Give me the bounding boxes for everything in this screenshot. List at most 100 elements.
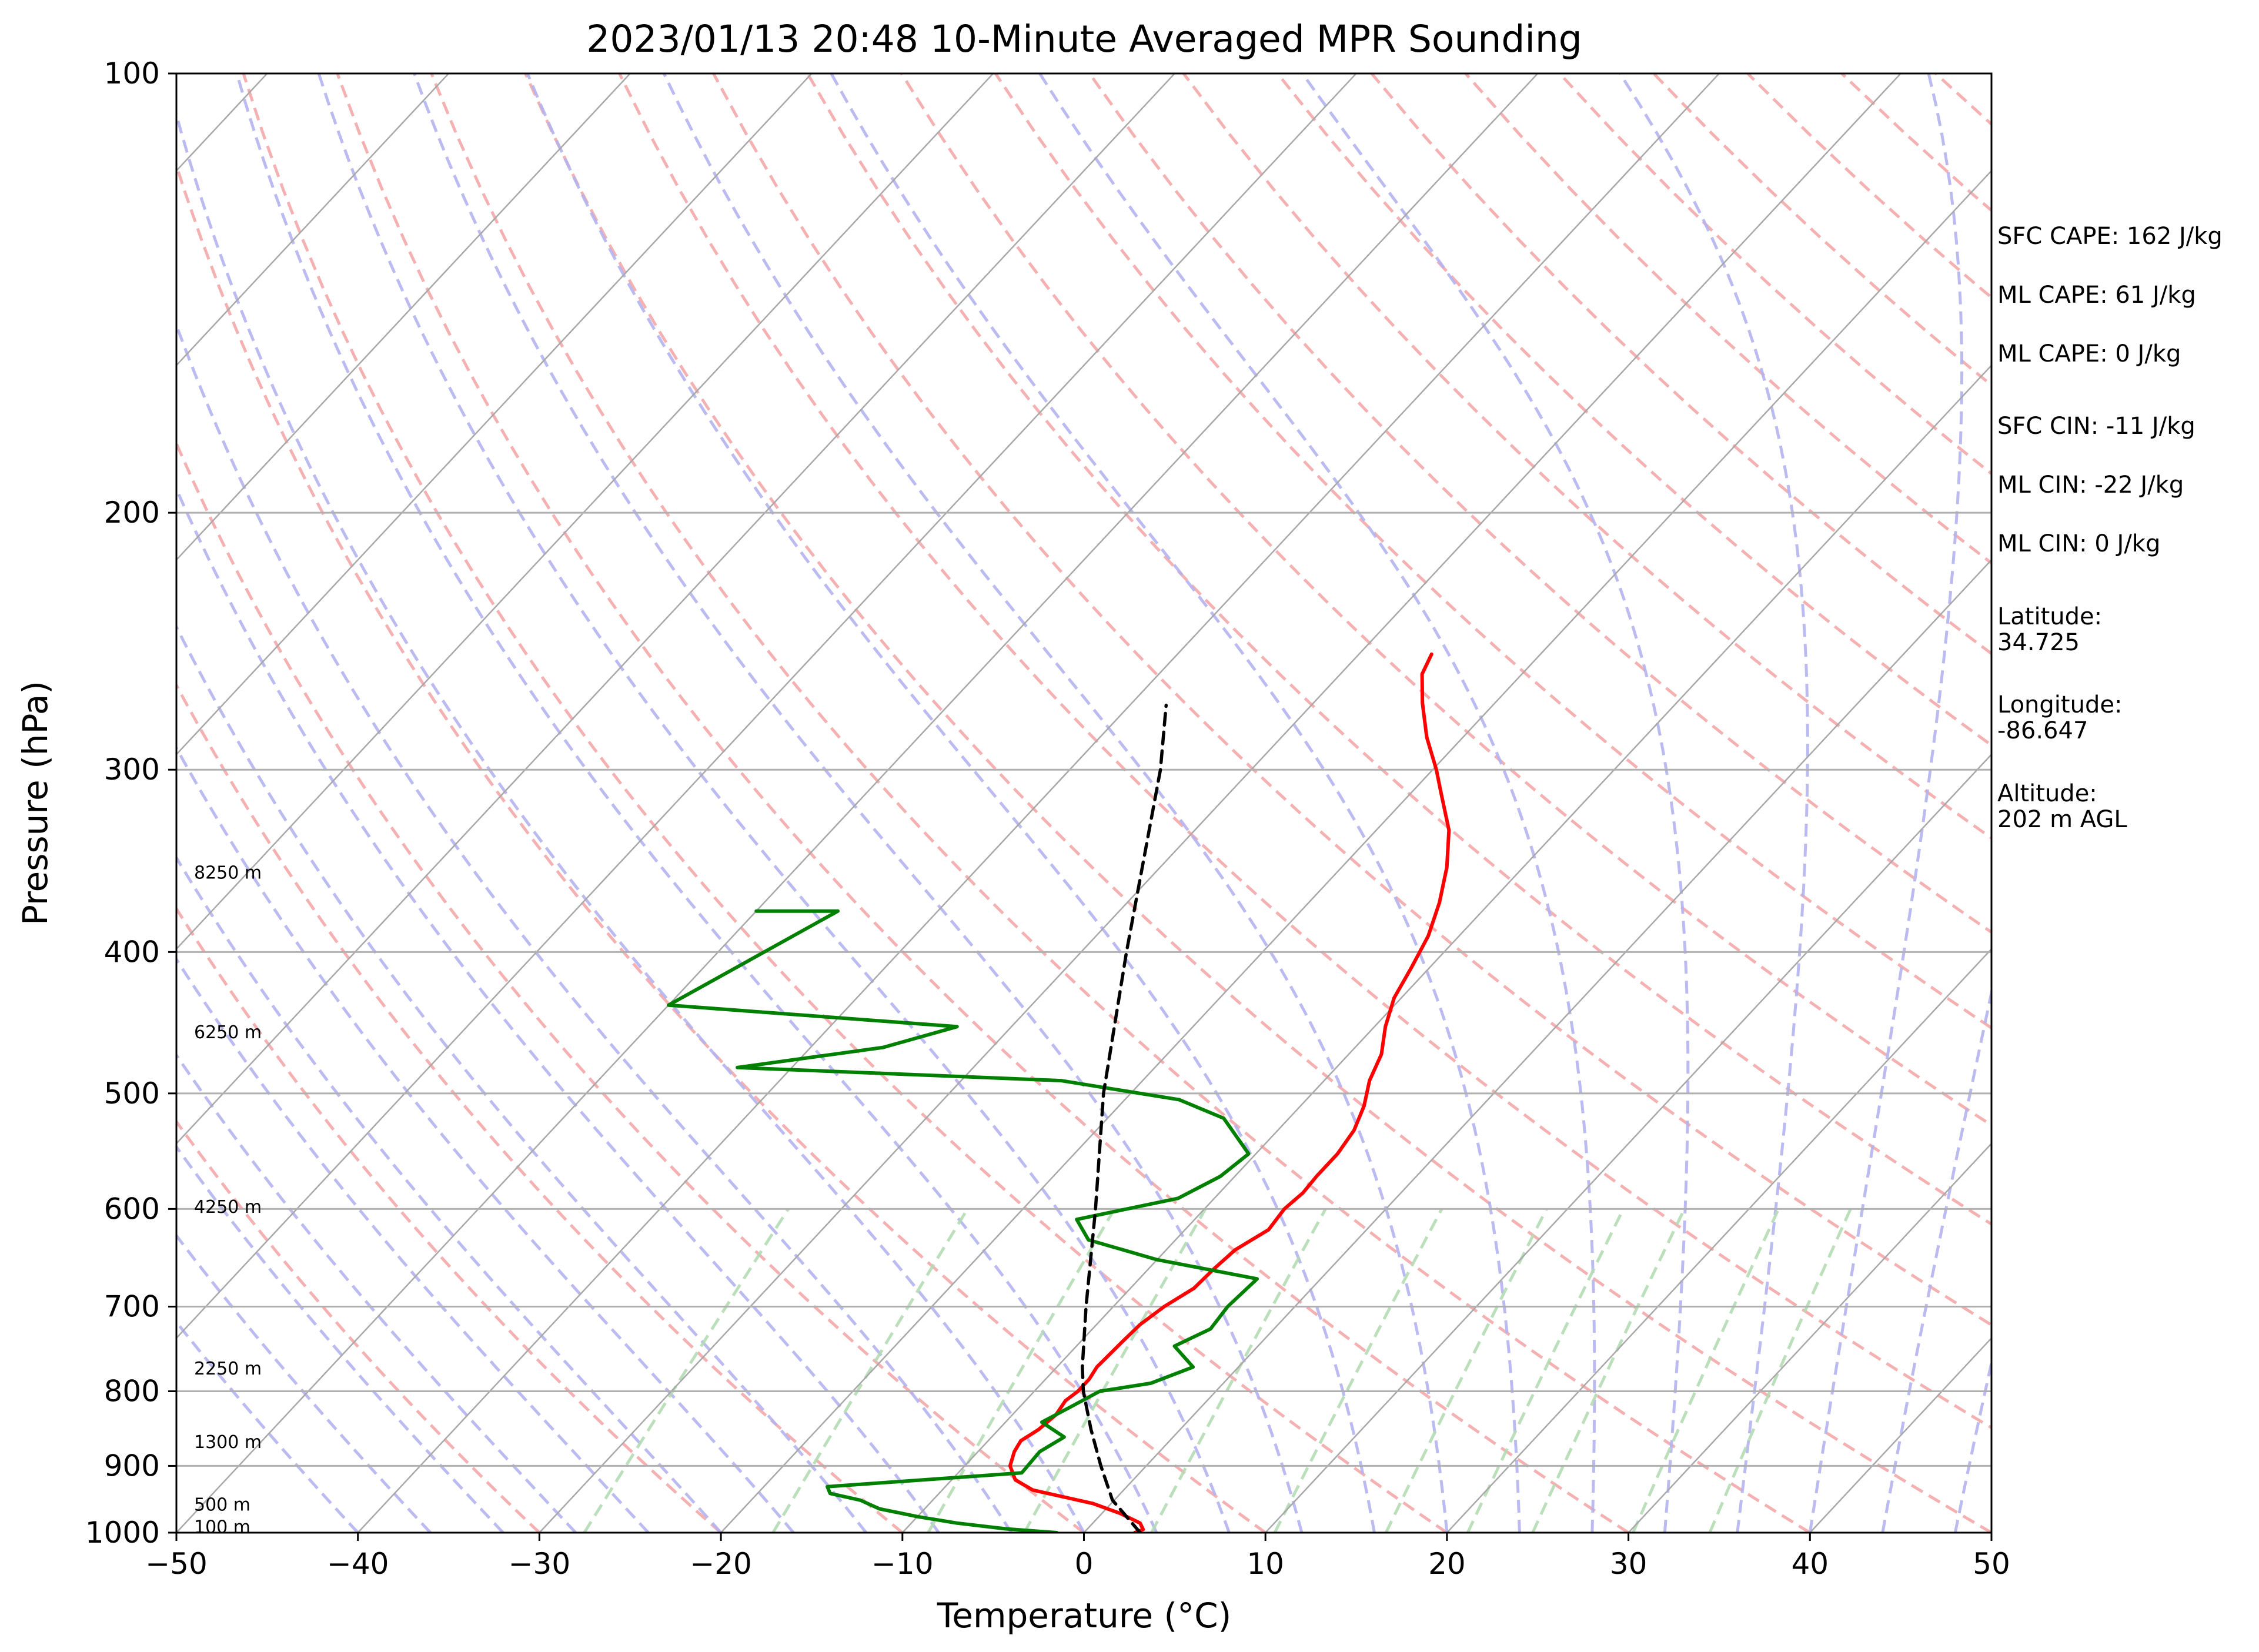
dry-adiabat	[176, 439, 1085, 1533]
moist-adiabat	[662, 73, 1449, 1533]
moist-adiabat	[176, 1144, 504, 1533]
moist-adiabat	[1301, 73, 1690, 1533]
mixing-ratio-line	[1632, 1208, 1780, 1533]
x-tick-label: 10	[1247, 1547, 1284, 1581]
x-axis-ticks: −50 −40 −30 −20 −10 0 10 20 30 40 50	[145, 1533, 2010, 1581]
info-text: ML CAPE: 61 J/kg	[1997, 282, 2196, 309]
x-tick-label: 20	[1428, 1547, 1466, 1581]
y-tick-label: 400	[104, 935, 160, 969]
info-text: Latitude:	[1997, 603, 2102, 630]
isotherm	[176, 73, 994, 951]
y-tick-label: 1000	[85, 1516, 160, 1550]
background-lines	[176, 73, 1991, 1533]
moist-adiabat	[830, 73, 1521, 1533]
x-tick-label: −20	[690, 1547, 752, 1581]
moist-adiabat	[317, 73, 1231, 1533]
moist-adiabat	[413, 73, 1304, 1533]
x-tick-label: 30	[1610, 1547, 1648, 1581]
dry-adiabat	[176, 1119, 541, 1533]
height-label: 1300 m	[194, 1432, 262, 1453]
y-tick-label: 800	[104, 1374, 160, 1408]
moist-adiabat	[176, 855, 722, 1533]
x-tick-label: 40	[1791, 1547, 1829, 1581]
info-text: ML CAPE: 0 J/kg	[1997, 340, 2181, 367]
info-text: -86.647	[1997, 717, 2088, 744]
isotherm	[1083, 559, 1991, 1533]
isotherm	[176, 73, 1357, 1339]
isotherm	[1265, 753, 1991, 1533]
x-tick-label: −40	[327, 1547, 389, 1581]
moist-adiabat	[176, 109, 1085, 1533]
isotherm	[539, 73, 1902, 1533]
isotherm	[176, 73, 813, 756]
dry-adiabat	[430, 73, 1811, 1533]
moist-adiabat	[1953, 1356, 1991, 1533]
y-tick-label: 700	[104, 1290, 160, 1324]
mixing-ratio-line	[1273, 1208, 1443, 1533]
info-text: ML CIN: 0 J/kg	[1997, 530, 2160, 557]
y-tick-label: 200	[104, 496, 160, 530]
info-text: ML CIN: -22 J/kg	[1997, 471, 2184, 499]
dewpoint-trace	[667, 909, 1259, 1533]
dry-adiabat	[524, 73, 1991, 1533]
x-tick-label: −50	[145, 1547, 208, 1581]
info-text: Altitude:	[1997, 780, 2097, 807]
info-text: Longitude:	[1997, 691, 2122, 718]
isotherm	[1628, 1142, 1991, 1533]
y-axis-ticks: 100 200 300 400 500 600 700 800 900 1000	[85, 56, 176, 1550]
y-tick-label: 900	[104, 1449, 160, 1483]
isotherm	[176, 73, 631, 561]
height-label: 6250 m	[194, 1022, 262, 1043]
dry-adiabat	[176, 906, 722, 1533]
dry-adiabat	[712, 73, 1991, 1327]
sounding-traces	[667, 652, 1451, 1533]
moist-adiabat	[1881, 985, 1991, 1533]
height-label: 500 m	[194, 1495, 250, 1516]
dry-adiabat	[176, 682, 904, 1533]
height-label: 100 m	[194, 1517, 250, 1537]
dry-adiabat	[1276, 73, 1991, 747]
x-axis-label: Temperature (°C)	[937, 1596, 1232, 1636]
y-tick-label: 500	[104, 1076, 160, 1111]
parcel-path	[1081, 703, 1168, 1533]
dry-adiabat	[900, 73, 1991, 1127]
info-annotations: SFC CAPE: 162 J/kg ML CAPE: 61 J/kg ML CAP…	[1997, 223, 2223, 833]
x-tick-label: 50	[1973, 1547, 2010, 1581]
x-tick-label: −30	[509, 1547, 571, 1581]
isotherm	[176, 73, 1539, 1533]
info-text: SFC CAPE: 162 J/kg	[1997, 223, 2223, 250]
y-tick-label: 300	[104, 753, 160, 787]
isotherm	[176, 73, 1175, 1145]
dry-adiabat	[242, 73, 1448, 1533]
y-axis-label: Pressure (hPa)	[15, 681, 55, 925]
mixing-ratio-line	[1708, 1208, 1852, 1533]
mixing-ratio-line	[1384, 1208, 1548, 1533]
isotherm	[720, 169, 1991, 1533]
moist-adiabat	[176, 320, 1013, 1533]
info-text: 34.725	[1997, 629, 2080, 656]
moist-adiabat	[176, 623, 868, 1533]
dry-adiabat	[336, 73, 1629, 1533]
moist-adiabat	[526, 73, 1376, 1533]
y-tick-label: 100	[104, 56, 160, 91]
isotherm	[357, 73, 1720, 1533]
moist-adiabat	[1619, 73, 1809, 1533]
moist-adiabat	[176, 1052, 577, 1533]
y-tick-label: 600	[104, 1192, 160, 1226]
isotherm	[901, 364, 1991, 1533]
x-tick-label: 0	[1075, 1547, 1094, 1581]
dry-adiabat	[1088, 73, 1991, 934]
x-tick-label: −10	[871, 1547, 934, 1581]
height-label: 8250 m	[194, 863, 262, 884]
chart-title: 2023/01/13 20:48 10-Minute Averaged MPR …	[586, 18, 1582, 61]
moist-adiabat	[176, 745, 795, 1533]
moist-adiabat	[176, 957, 650, 1533]
moist-adiabat	[1038, 73, 1596, 1533]
isotherm	[176, 73, 449, 367]
height-label: 2250 m	[194, 1359, 262, 1379]
dry-adiabat	[176, 160, 1266, 1533]
info-text: SFC CIN: -11 J/kg	[1997, 413, 2195, 440]
isotherm	[1446, 948, 1991, 1533]
